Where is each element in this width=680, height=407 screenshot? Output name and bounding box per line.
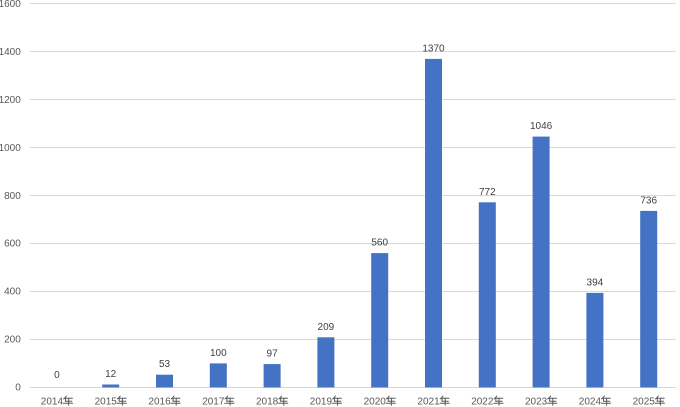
svg-text:736: 736 [640, 195, 657, 206]
svg-text:2020: 2020 [364, 397, 387, 407]
svg-text:1046: 1046 [530, 121, 553, 132]
svg-text:1600: 1600 [0, 0, 21, 10]
svg-text:400: 400 [4, 287, 21, 298]
svg-text:2023: 2023 [525, 397, 548, 407]
svg-text:1370: 1370 [422, 43, 445, 54]
svg-text:2016: 2016 [148, 397, 171, 407]
svg-text:600: 600 [4, 239, 21, 250]
svg-text:394: 394 [587, 277, 604, 288]
svg-text:100: 100 [210, 348, 227, 359]
svg-text:2018: 2018 [256, 397, 279, 407]
svg-text:560: 560 [371, 238, 388, 249]
svg-text:2019: 2019 [310, 397, 333, 407]
svg-text:1000: 1000 [0, 143, 21, 154]
svg-text:2024: 2024 [579, 397, 602, 407]
svg-text:2022: 2022 [471, 397, 494, 407]
svg-text:2021: 2021 [417, 397, 440, 407]
svg-text:209: 209 [318, 322, 335, 333]
svg-text:97: 97 [267, 349, 279, 360]
svg-text:1400: 1400 [0, 47, 21, 58]
svg-text:1200: 1200 [0, 95, 21, 106]
svg-text:0: 0 [54, 370, 60, 381]
svg-text:2015: 2015 [95, 397, 118, 407]
svg-text:2025: 2025 [633, 397, 656, 407]
svg-text:2014: 2014 [41, 397, 64, 407]
svg-text:200: 200 [4, 335, 21, 346]
svg-text:12: 12 [105, 369, 117, 380]
svg-text:53: 53 [159, 359, 171, 370]
svg-text:800: 800 [4, 191, 21, 202]
svg-text:0: 0 [15, 383, 21, 394]
svg-text:2017: 2017 [202, 397, 225, 407]
svg-text:772: 772 [479, 187, 496, 198]
